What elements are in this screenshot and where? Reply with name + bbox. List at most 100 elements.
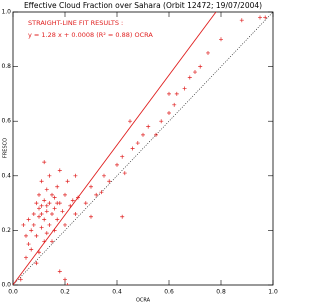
point — [24, 233, 28, 238]
point — [102, 173, 106, 178]
point — [50, 192, 54, 197]
point — [141, 132, 145, 137]
x-tick-label: 0.6 — [164, 289, 174, 296]
point — [65, 283, 70, 285]
point — [128, 119, 132, 124]
point — [26, 242, 31, 247]
point — [21, 222, 26, 227]
point — [39, 212, 44, 217]
point — [37, 206, 41, 211]
point — [167, 111, 171, 116]
point — [31, 212, 36, 217]
identity-line — [13, 12, 273, 285]
point — [120, 154, 125, 159]
point — [172, 102, 177, 107]
point — [24, 255, 28, 260]
point — [44, 231, 49, 236]
point — [34, 261, 39, 266]
point — [63, 222, 67, 227]
y-tick-label: 0.6 — [1, 118, 11, 125]
plot-area — [13, 12, 273, 285]
y-tick-label: 0.0 — [1, 282, 11, 289]
point — [107, 179, 112, 184]
point — [57, 168, 62, 173]
point — [239, 18, 244, 23]
point — [115, 162, 119, 167]
point — [18, 277, 23, 282]
y-axis-label: FRESCO — [3, 138, 9, 158]
point — [42, 160, 47, 165]
point — [39, 203, 44, 208]
point — [146, 124, 151, 129]
point — [31, 222, 36, 227]
y-tick-label: 0.2 — [1, 227, 11, 234]
point — [159, 119, 164, 124]
point — [47, 173, 52, 178]
chart: Effective Cloud Fraction over Sahara (Or… — [1, 1, 278, 304]
point — [55, 184, 60, 189]
point — [135, 141, 140, 146]
point — [60, 209, 65, 214]
annotation: STRAIGHT-LINE FIT RESULTS : — [28, 19, 123, 27]
point — [206, 50, 210, 55]
point — [68, 203, 73, 208]
point — [37, 250, 41, 255]
point — [70, 198, 75, 203]
point — [258, 15, 262, 20]
x-tick-label: 0.2 — [60, 289, 70, 296]
point — [198, 64, 203, 69]
fit-line — [13, 12, 217, 285]
point — [34, 233, 39, 238]
point — [263, 15, 268, 20]
y-tick-label: 0.8 — [1, 63, 11, 70]
point — [76, 195, 80, 200]
point — [52, 195, 57, 200]
point — [44, 209, 49, 214]
x-tick-label: 0.8 — [216, 289, 226, 296]
point — [73, 212, 78, 217]
point — [37, 192, 41, 197]
x-tick-label: 0.4 — [112, 289, 122, 296]
point — [73, 173, 78, 178]
chart-title: Effective Cloud Fraction over Sahara (Or… — [24, 1, 262, 10]
point — [55, 217, 60, 222]
annotation: y = 1.28 x + 0.0008 (R² = 0.88) OCRA — [28, 31, 153, 39]
point — [63, 277, 67, 282]
x-axis-label: OCRA — [136, 298, 151, 304]
point — [219, 37, 223, 42]
point — [44, 203, 49, 208]
point — [65, 179, 70, 184]
point — [39, 179, 44, 184]
point — [34, 201, 39, 206]
point — [47, 222, 52, 227]
point — [89, 184, 93, 189]
point — [94, 192, 99, 197]
point — [99, 190, 104, 195]
point — [193, 70, 197, 75]
point — [42, 239, 47, 244]
point — [50, 212, 54, 217]
point — [130, 146, 135, 151]
y-tick-label: 0.4 — [1, 172, 11, 179]
point — [52, 228, 57, 233]
point — [50, 239, 54, 244]
point — [182, 86, 187, 91]
point — [120, 214, 125, 219]
x-tick-label: 0.0 — [8, 289, 18, 296]
point — [37, 214, 41, 219]
point — [89, 214, 93, 219]
point — [167, 91, 171, 96]
point — [29, 228, 34, 233]
point — [57, 269, 62, 274]
point — [122, 171, 127, 176]
point — [52, 206, 57, 211]
point — [187, 75, 192, 80]
point — [63, 192, 67, 197]
y-tick-label: 1.0 — [1, 9, 11, 16]
x-tick-label: 1.0 — [268, 289, 278, 296]
point — [42, 198, 47, 203]
point — [39, 225, 44, 230]
plot-frame — [12, 11, 274, 286]
point — [174, 91, 179, 96]
point — [55, 201, 60, 206]
